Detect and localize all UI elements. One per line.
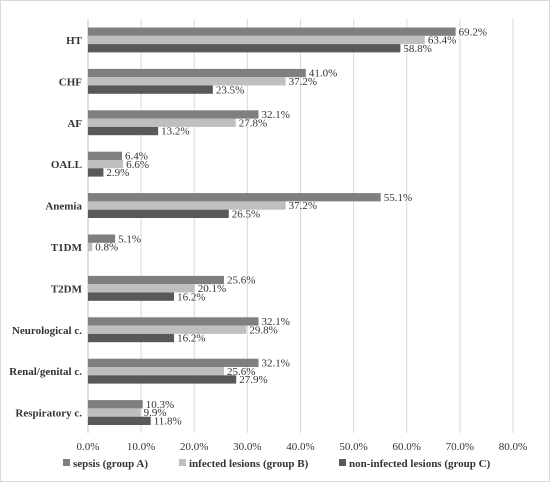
bar bbox=[88, 209, 229, 218]
data-label: 20.1% bbox=[198, 283, 226, 295]
category-label: HT bbox=[66, 35, 83, 47]
data-label: 2.9% bbox=[106, 167, 129, 179]
bar bbox=[88, 317, 259, 326]
bar bbox=[88, 44, 401, 53]
bar bbox=[88, 333, 175, 343]
category-label: Respiratory c. bbox=[15, 408, 82, 420]
data-label: 27.9% bbox=[239, 374, 267, 386]
data-label: 37.2% bbox=[289, 76, 317, 88]
category-label: AF bbox=[67, 118, 82, 130]
category-label: Renal/genital c. bbox=[9, 366, 82, 378]
bar bbox=[88, 367, 224, 376]
bar bbox=[88, 400, 143, 409]
bar bbox=[88, 85, 213, 94]
x-tick-label: 30.0% bbox=[233, 441, 261, 453]
x-tick-label: 60.0% bbox=[393, 441, 421, 453]
data-label: 6.4% bbox=[125, 151, 148, 163]
bar bbox=[88, 110, 259, 119]
bar bbox=[88, 408, 141, 417]
data-label: 16.2% bbox=[177, 333, 205, 345]
legend-label: infected lesions (group B) bbox=[189, 458, 309, 470]
data-label: 23.5% bbox=[216, 84, 244, 96]
data-label: 26.5% bbox=[232, 209, 260, 221]
data-label: 32.1% bbox=[262, 316, 290, 328]
x-tick-label: 10.0% bbox=[127, 441, 155, 453]
bar bbox=[88, 292, 175, 301]
bar bbox=[88, 168, 104, 177]
bar bbox=[88, 77, 286, 86]
data-label: 11.8% bbox=[154, 416, 182, 428]
bar bbox=[88, 193, 381, 202]
bar bbox=[88, 27, 456, 36]
legend-label: sepsis (group A) bbox=[73, 458, 148, 470]
data-label: 25.6% bbox=[227, 275, 255, 287]
category-label: Neurological c. bbox=[12, 325, 82, 337]
data-label: 32.1% bbox=[262, 109, 290, 121]
bar bbox=[88, 242, 93, 252]
data-label: 25.6% bbox=[227, 366, 255, 378]
category-label: T2DM bbox=[51, 283, 83, 295]
legend-label: non-infected lesions (group C) bbox=[349, 458, 491, 470]
bar bbox=[88, 201, 286, 210]
x-tick-label: 20.0% bbox=[180, 441, 208, 453]
category-label: OALL bbox=[51, 159, 82, 171]
data-label: 27.8% bbox=[239, 117, 267, 129]
data-label: 32.1% bbox=[262, 358, 290, 370]
category-label: CHF bbox=[59, 76, 83, 88]
data-label: 13.2% bbox=[161, 126, 189, 138]
bar bbox=[88, 35, 425, 45]
bar bbox=[88, 68, 306, 78]
bar bbox=[88, 375, 237, 384]
data-label: 10.3% bbox=[146, 399, 174, 411]
data-label: 9.9% bbox=[144, 407, 167, 419]
x-tick-label: 80.0% bbox=[499, 441, 527, 453]
data-label: 41.0% bbox=[309, 68, 337, 80]
data-label: 69.2% bbox=[459, 26, 487, 38]
bar bbox=[88, 118, 236, 127]
x-tick-label: 70.0% bbox=[446, 441, 474, 453]
bar bbox=[88, 358, 259, 367]
data-label: 16.2% bbox=[177, 291, 205, 303]
legend-swatch bbox=[179, 459, 186, 466]
data-label: 58.8% bbox=[403, 43, 431, 55]
data-label: 37.2% bbox=[289, 200, 317, 212]
bar bbox=[88, 325, 247, 334]
data-label: 29.8% bbox=[249, 324, 277, 336]
category-label: T1DM bbox=[51, 242, 83, 254]
bar bbox=[88, 151, 122, 160]
bar bbox=[88, 234, 116, 243]
legend-swatch bbox=[63, 459, 70, 466]
bar bbox=[88, 275, 224, 285]
data-label: 5.1% bbox=[118, 233, 141, 245]
bar bbox=[88, 284, 195, 293]
x-tick-label: 50.0% bbox=[339, 441, 367, 453]
x-tick-label: 0.0% bbox=[77, 441, 100, 453]
bar bbox=[88, 126, 159, 136]
data-label: 55.1% bbox=[384, 192, 412, 204]
category-label: Anemia bbox=[45, 201, 82, 213]
bar bbox=[88, 416, 151, 425]
data-label: 63.4% bbox=[428, 35, 456, 47]
data-label: 6.6% bbox=[126, 159, 149, 171]
data-label: 0.8% bbox=[95, 242, 118, 254]
x-tick-label: 40.0% bbox=[286, 441, 314, 453]
legend-swatch bbox=[339, 459, 346, 466]
bar bbox=[88, 160, 124, 169]
